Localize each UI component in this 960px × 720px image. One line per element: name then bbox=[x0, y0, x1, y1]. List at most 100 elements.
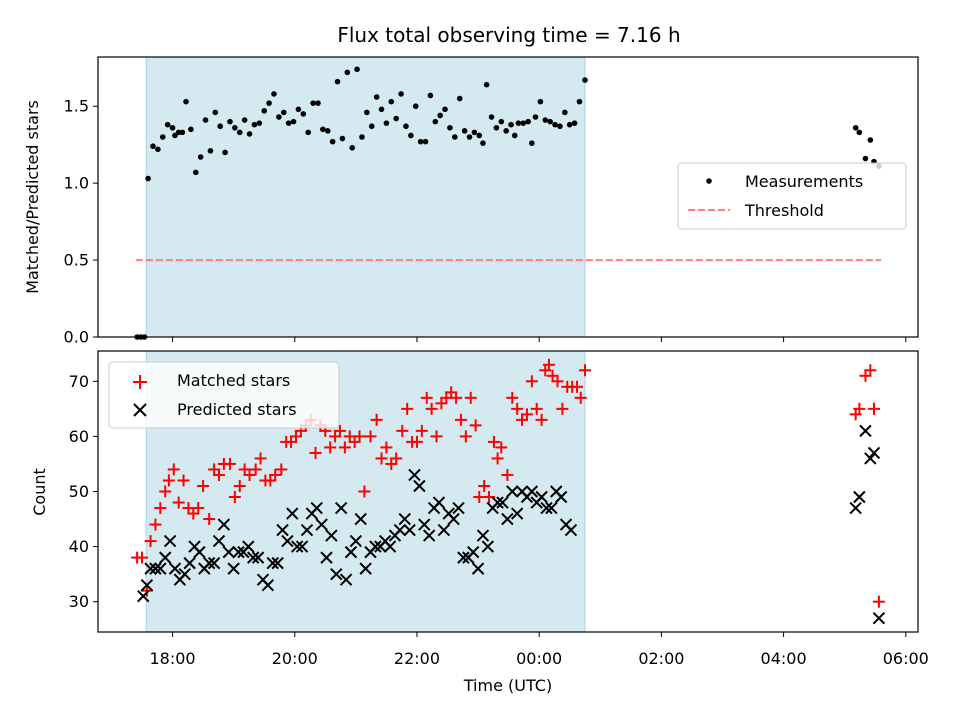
measurement-point bbox=[212, 109, 219, 116]
predicted-point bbox=[290, 540, 304, 553]
predicted-point bbox=[349, 534, 363, 548]
matched-point bbox=[212, 468, 225, 481]
measurement-point bbox=[571, 120, 578, 126]
matched-point bbox=[415, 424, 428, 437]
measurement-point bbox=[164, 121, 171, 128]
matched-point bbox=[556, 402, 569, 415]
measurement-point bbox=[334, 78, 341, 85]
measurement-point bbox=[339, 135, 346, 142]
matched-point bbox=[501, 468, 514, 481]
matched-point bbox=[464, 391, 477, 404]
predicted-point bbox=[383, 540, 397, 553]
legend-predicted-label: Predicted stars bbox=[177, 400, 297, 419]
measurement-point bbox=[188, 126, 194, 133]
measurement-point bbox=[437, 112, 443, 119]
measurement-point bbox=[145, 175, 151, 182]
y-tick-label: 1.0 bbox=[64, 174, 89, 193]
measurement-point bbox=[525, 118, 531, 125]
measurement-point bbox=[172, 132, 178, 139]
matched-point bbox=[491, 452, 504, 465]
predicted-point bbox=[471, 562, 485, 575]
predicted-point bbox=[207, 556, 221, 570]
matched-point bbox=[525, 375, 538, 388]
predicted-point bbox=[178, 567, 191, 581]
measurement-point bbox=[476, 132, 483, 139]
matched-point bbox=[853, 402, 866, 415]
predicted-point bbox=[864, 452, 877, 465]
measurement-point bbox=[403, 123, 409, 130]
measurement-point bbox=[493, 124, 500, 131]
measurement-point bbox=[179, 129, 186, 136]
predicted-point bbox=[137, 589, 150, 603]
matched-point bbox=[167, 463, 180, 476]
predicted-point bbox=[457, 551, 470, 564]
predicted-point bbox=[325, 529, 338, 542]
measurement-point bbox=[427, 92, 434, 99]
measurement-point bbox=[520, 120, 527, 126]
predicted-point bbox=[859, 424, 872, 438]
measurement-point bbox=[155, 146, 161, 153]
measurement-point bbox=[354, 66, 360, 73]
measurement-point bbox=[862, 155, 869, 162]
predicted-point bbox=[398, 512, 411, 526]
predicted-point bbox=[481, 540, 495, 553]
x-axis-label: Time (UTC) bbox=[463, 676, 552, 695]
predicted-point bbox=[535, 490, 548, 504]
measurement-point bbox=[867, 137, 874, 143]
x-tick-label: 02:00 bbox=[638, 649, 684, 668]
measurement-point bbox=[552, 121, 558, 128]
observing-span bbox=[145, 56, 586, 338]
measurement-point bbox=[320, 126, 326, 133]
measurement-point bbox=[344, 69, 351, 76]
matched-point bbox=[159, 485, 172, 498]
measurement-point bbox=[547, 118, 553, 125]
predicted-point bbox=[271, 556, 284, 570]
legend-matched-marker bbox=[133, 375, 147, 389]
measurement-point bbox=[261, 108, 267, 114]
predicted-point bbox=[540, 501, 553, 515]
measurement-point bbox=[498, 118, 505, 125]
measurement-point bbox=[280, 109, 287, 116]
predicted-point bbox=[545, 501, 558, 515]
matched-point bbox=[571, 380, 584, 393]
predicted-point bbox=[261, 578, 275, 592]
predicted-point bbox=[222, 545, 235, 559]
predicted-point bbox=[300, 523, 314, 537]
predicted-point bbox=[242, 540, 255, 553]
predicted-point bbox=[149, 562, 162, 575]
ratio-axes-frame bbox=[97, 56, 919, 338]
legend-predicted-marker bbox=[133, 403, 147, 417]
measurement-point bbox=[232, 124, 238, 131]
predicted-point bbox=[183, 556, 196, 570]
predicted-point bbox=[232, 545, 245, 559]
matched-point bbox=[872, 595, 885, 608]
measurement-point bbox=[412, 103, 419, 110]
matched-point bbox=[868, 402, 881, 415]
legend-measurement-marker bbox=[706, 178, 712, 184]
predicted-point bbox=[554, 490, 568, 504]
matched-point bbox=[353, 430, 366, 443]
measurement-point bbox=[408, 132, 414, 139]
matched-point bbox=[478, 479, 491, 492]
measurement-point bbox=[192, 169, 199, 176]
measurement-point bbox=[508, 121, 514, 128]
measurement-point bbox=[373, 94, 380, 100]
ratio-legend-box bbox=[677, 162, 907, 230]
measurement-point bbox=[359, 134, 365, 140]
predicted-point bbox=[286, 507, 299, 520]
matched-point bbox=[275, 463, 288, 476]
measurement-point bbox=[295, 106, 302, 113]
measurement-point bbox=[266, 100, 272, 106]
measurement-point bbox=[227, 118, 233, 125]
matched-point bbox=[454, 413, 467, 426]
measurement-point bbox=[562, 109, 568, 116]
predicted-point bbox=[339, 573, 353, 586]
measurement-point bbox=[542, 117, 549, 123]
measurement-point bbox=[202, 117, 209, 123]
predicted-point bbox=[344, 545, 358, 559]
measurement-point bbox=[251, 121, 258, 128]
measurement-point bbox=[532, 114, 539, 120]
measurement-point bbox=[364, 109, 370, 116]
predicted-point bbox=[447, 512, 460, 526]
measurement-point bbox=[432, 118, 439, 125]
